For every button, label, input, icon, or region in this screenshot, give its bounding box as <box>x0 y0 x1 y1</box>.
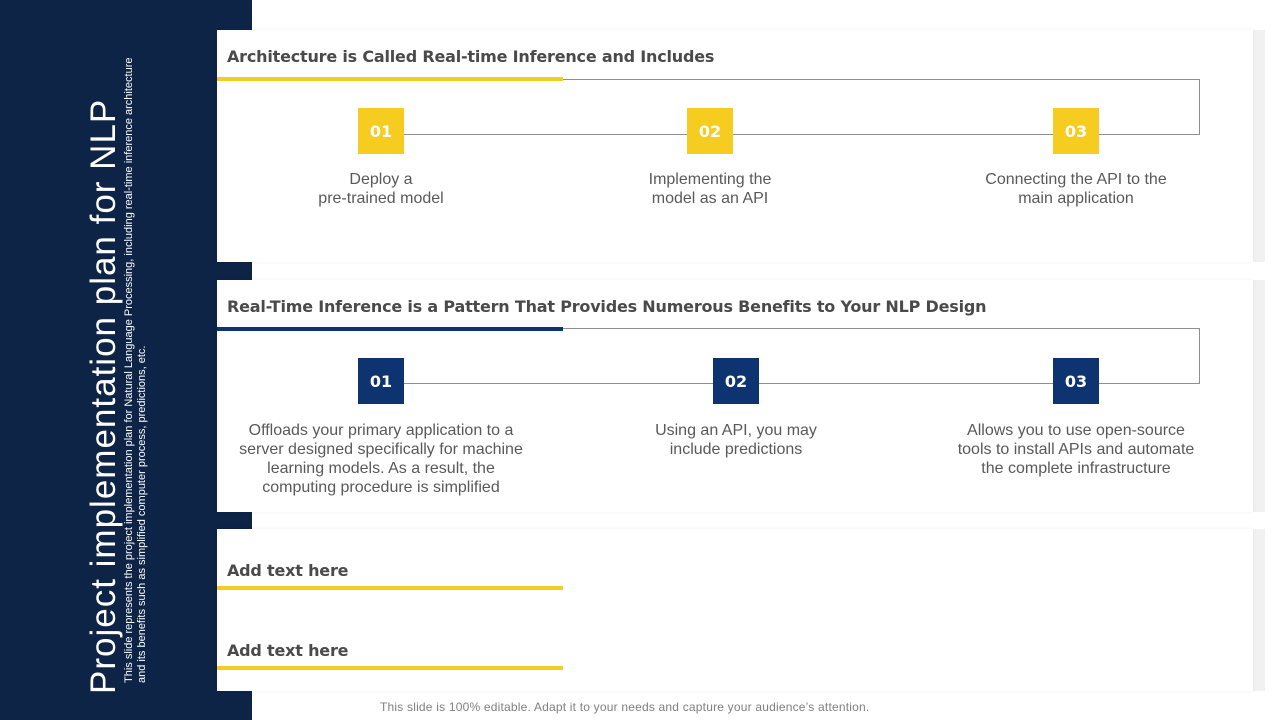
connector-frame <box>563 79 1200 134</box>
step-badge: 02 <box>713 358 759 404</box>
step-text: Connecting the API to the main applicati… <box>985 171 1167 207</box>
footer-note: This slide is 100% editable. Adapt it to… <box>380 700 870 714</box>
slide-description: This slide represents the project implem… <box>123 57 148 684</box>
connector-line <box>403 134 1200 135</box>
heading-underline <box>217 666 563 670</box>
step-badge: 01 <box>358 108 404 154</box>
step-text: Implementing the model as an API <box>648 171 772 207</box>
placeholder-heading: Add text here <box>227 561 349 580</box>
benefits-heading: Real-Time Inference is a Pattern That Pr… <box>227 297 987 316</box>
card-shadow <box>1253 529 1265 691</box>
step-badge: 03 <box>1053 108 1099 154</box>
step-text: Offloads your primary application to a s… <box>239 422 523 496</box>
placeholder-card: Add text here Add text here <box>217 529 1253 691</box>
heading-underline <box>217 327 563 331</box>
step-text: Using an API, you may include prediction… <box>655 422 817 458</box>
placeholder-heading: Add text here <box>227 641 349 660</box>
step-badge: 03 <box>1053 358 1099 404</box>
connector-line <box>403 383 1200 384</box>
step-badge: 01 <box>358 358 404 404</box>
card-shadow <box>1253 30 1265 262</box>
architecture-heading: Architecture is Called Real-time Inferen… <box>227 47 715 66</box>
step-text: Allows you to use open-source tools to i… <box>957 422 1195 477</box>
connector-frame <box>563 328 1200 384</box>
title-band: Project implementation plan for NLP This… <box>0 0 252 720</box>
heading-underline <box>217 77 563 81</box>
step-badge: 02 <box>687 108 733 154</box>
heading-underline <box>217 586 563 590</box>
card-shadow <box>1253 280 1265 512</box>
slide-title: Project implementation plan for NLP <box>84 98 123 694</box>
step-text: Deploy a pre-trained model <box>318 171 444 207</box>
architecture-card: Architecture is Called Real-time Inferen… <box>217 30 1253 262</box>
benefits-card: Real-Time Inference is a Pattern That Pr… <box>217 280 1253 512</box>
